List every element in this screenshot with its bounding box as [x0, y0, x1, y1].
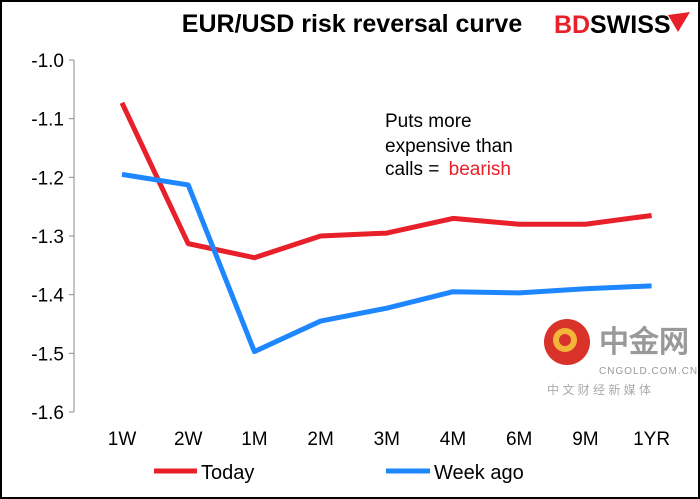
- y-tick-label: -1.1: [31, 110, 64, 131]
- legend: Today Week ago: [154, 462, 524, 484]
- logo-swiss: SWISS: [590, 11, 671, 39]
- annotation-line-2: expensive than: [385, 136, 513, 157]
- chart-title: EUR/USD risk reversal curve: [182, 10, 523, 38]
- x-tick-label: 1YR: [633, 429, 670, 450]
- annotation: Puts more expensive than calls = bearish: [385, 111, 513, 180]
- x-tick-label: 1M: [241, 429, 267, 450]
- x-tick-label: 2M: [307, 429, 333, 450]
- y-tick-label: -1.6: [31, 403, 64, 424]
- y-tick-label: -1.0: [31, 51, 64, 72]
- y-tick-label: -1.3: [31, 227, 64, 248]
- y-tick-label: -1.4: [31, 286, 64, 307]
- logo-flag-icon: [668, 12, 690, 32]
- bdswiss-logo: BD SWISS: [554, 11, 690, 39]
- x-tick-label: 4M: [440, 429, 466, 450]
- y-tick-label: -1.5: [31, 344, 64, 365]
- x-tick-label: 2W: [174, 429, 203, 450]
- cngold-watermark: 中金网 CNGOLD.COM.CN 中 文 财 经 新 媒 体: [544, 319, 698, 397]
- x-tick-label: 3M: [374, 429, 400, 450]
- annotation-bearish: bearish: [449, 159, 511, 180]
- watermark-domain: CNGOLD.COM.CN: [599, 366, 698, 377]
- annotation-line-3: calls = bearish: [385, 159, 511, 180]
- x-tick-label: 6M: [506, 429, 532, 450]
- legend-week-ago-label: Week ago: [434, 462, 524, 484]
- watermark-logo-icon: [544, 319, 590, 365]
- x-tick-label: 1W: [108, 429, 137, 450]
- x-tick-label: 9M: [572, 429, 598, 450]
- logo-bd: BD: [554, 11, 590, 39]
- y-tick-label: -1.2: [31, 168, 64, 189]
- annotation-line-1: Puts more: [385, 111, 472, 132]
- watermark-tagline: 中 文 财 经 新 媒 体: [547, 382, 651, 397]
- watermark-name: 中金网: [599, 325, 689, 359]
- legend-today-label: Today: [201, 462, 254, 484]
- watermark-swirl-icon: [553, 328, 577, 352]
- annotation-calls: calls =: [385, 159, 445, 180]
